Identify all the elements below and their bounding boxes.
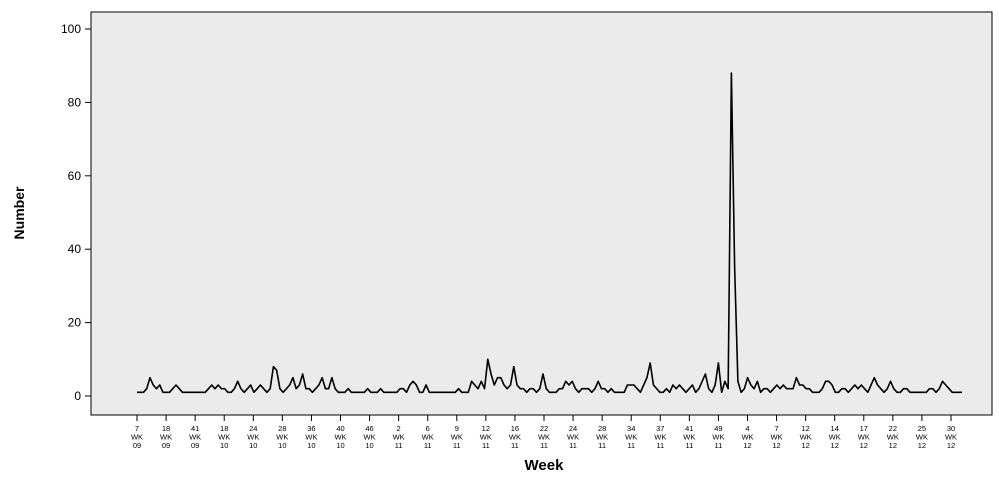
x-tick-label: 34 WK 11 — [625, 424, 637, 450]
x-tick-label: 22 WK 11 — [538, 424, 550, 450]
series-line — [137, 72, 962, 394]
x-tick-label: 6 WK 11 — [422, 424, 434, 450]
y-tick-label: 0 — [74, 389, 81, 403]
x-tick-label: 18 WK 10 — [218, 424, 230, 450]
x-tick-label: 22 WK 12 — [887, 424, 899, 450]
x-tick-label: 9 WK 11 — [451, 424, 463, 450]
x-tick-label: 41 WK 11 — [683, 424, 695, 450]
x-tick-label: 14 WK 12 — [829, 424, 841, 450]
x-tick-label: 25 WK 12 — [916, 424, 928, 450]
x-axis: 7 WK 09 18 WK 09 41 WK 09 18 WK 10 24 WK 10 28 WK 10 36 WK 1… — [131, 415, 957, 450]
x-tick-label: 18 WK 09 — [160, 424, 172, 450]
x-tick-label: 12 WK 11 — [480, 424, 492, 450]
x-tick-label: 46 WK 10 — [364, 424, 376, 450]
y-tick-label: 40 — [68, 242, 82, 256]
x-tick-label: 28 WK 10 — [276, 424, 288, 450]
x-tick-label: 37 WK 11 — [654, 424, 666, 450]
series-group — [137, 72, 962, 394]
x-tick-label: 30 WK 12 — [945, 424, 957, 450]
x-tick-label: 7 WK 09 — [131, 424, 143, 450]
x-tick-label: 24 WK 10 — [247, 424, 259, 450]
x-tick-label: 2 WK 11 — [393, 424, 405, 450]
plot-area — [90, 11, 993, 416]
x-tick-label: 36 WK 10 — [305, 424, 317, 450]
x-tick-label: 12 WK 12 — [800, 424, 812, 450]
y-tick-label: 20 — [68, 316, 82, 330]
y-tick-label: 60 — [68, 169, 82, 183]
y-tick-label: 100 — [61, 22, 81, 36]
x-tick-label: 17 WK 12 — [858, 424, 870, 450]
x-tick-label: 49 WK 11 — [712, 424, 724, 450]
x-tick-label: 28 WK 11 — [596, 424, 608, 450]
x-axis-label: Week — [525, 457, 565, 474]
x-tick-label: 40 WK 10 — [334, 424, 346, 450]
y-tick-label: 80 — [68, 95, 82, 109]
x-tick-label: 41 WK 09 — [189, 424, 201, 450]
x-tick-label: 7 WK 12 — [771, 424, 783, 450]
y-axis: 0 20 40 60 80 100 — [61, 22, 91, 403]
x-tick-label: 24 WK 11 — [567, 424, 579, 450]
x-tick-label: 16 WK 11 — [509, 424, 521, 450]
y-axis-label: Number — [11, 186, 27, 239]
x-tick-label: 4 WK 12 — [741, 424, 753, 450]
